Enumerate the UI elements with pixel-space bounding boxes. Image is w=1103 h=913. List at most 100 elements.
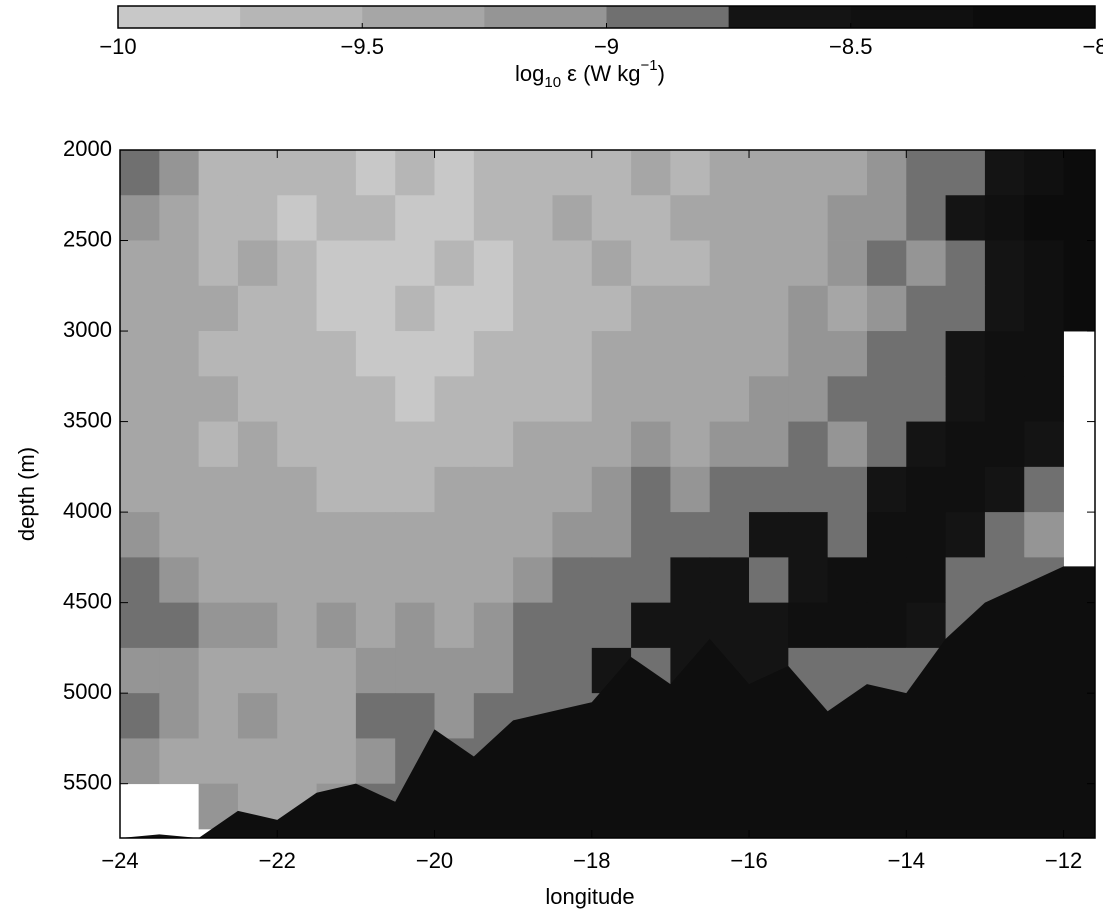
cell: [513, 376, 553, 422]
cell: [277, 376, 317, 422]
cell: [198, 738, 239, 785]
cell: [120, 738, 160, 785]
cell: [316, 693, 357, 739]
cell: [709, 602, 750, 649]
cell: [631, 466, 671, 513]
cell: [434, 512, 475, 558]
cell: [591, 421, 632, 468]
cell: [591, 557, 632, 604]
cell: [237, 195, 278, 241]
cell: [120, 512, 160, 558]
cell: [473, 557, 514, 604]
cell: [120, 285, 160, 332]
cell: [473, 331, 514, 377]
cell: [237, 285, 278, 332]
cell: [749, 512, 789, 558]
cell: [434, 602, 475, 649]
cell: [316, 557, 357, 604]
colorbar-swatch: [606, 6, 730, 28]
cell: [866, 150, 907, 196]
cell: [670, 285, 711, 332]
cell: [277, 195, 317, 241]
cell: [395, 150, 435, 196]
cell: [670, 557, 711, 604]
cell: [552, 376, 593, 422]
cell: [827, 376, 868, 422]
cell: [159, 195, 200, 241]
cell: [591, 512, 632, 558]
cell: [198, 693, 239, 739]
cell: [1024, 331, 1064, 377]
cell: [277, 285, 317, 332]
cell: [866, 466, 907, 513]
cell: [866, 240, 907, 287]
cell: [749, 466, 789, 513]
cell: [945, 285, 986, 332]
cell: [316, 647, 357, 694]
cell: [316, 602, 357, 649]
y-axis-label: depth (m): [14, 447, 39, 541]
cell: [237, 240, 278, 287]
cell: [120, 602, 160, 649]
cell: [395, 466, 435, 513]
cell: [1024, 195, 1064, 241]
cell: [198, 647, 239, 694]
cell: [355, 512, 396, 558]
y-tick-label: 2500: [63, 226, 112, 251]
cell: [277, 693, 317, 739]
cell: [670, 331, 711, 377]
cell: [277, 466, 317, 513]
cell: [1063, 150, 1095, 196]
colorbar-tick-label: −9: [594, 34, 619, 59]
cell: [237, 376, 278, 422]
plot-frame: [119, 149, 1096, 839]
cell: [159, 738, 200, 785]
cell: [984, 421, 1025, 468]
cell: [788, 512, 829, 558]
cell: [591, 466, 632, 513]
y-tick-label: 4000: [63, 498, 112, 523]
cell: [237, 602, 278, 649]
cell: [159, 376, 200, 422]
cell: [788, 466, 829, 513]
cell: [906, 512, 947, 558]
cell: [709, 466, 750, 513]
cell: [945, 376, 986, 422]
cell: [198, 557, 239, 604]
cell: [395, 512, 435, 558]
cell: [120, 466, 160, 513]
cell: [906, 331, 947, 377]
cell: [316, 195, 357, 241]
cell: [120, 150, 160, 196]
cell: [198, 240, 239, 287]
cell: [749, 602, 789, 649]
cell: [434, 195, 475, 241]
colorbar-swatch: [240, 6, 363, 28]
cell: [670, 240, 711, 287]
cell: [473, 421, 514, 468]
cell: [395, 331, 435, 377]
cell: [945, 150, 986, 196]
y-tick-label: 2000: [63, 136, 112, 161]
cell: [513, 331, 553, 377]
cell: [473, 647, 514, 694]
cell: [827, 150, 868, 196]
cell: [159, 240, 200, 287]
cell: [198, 421, 239, 468]
cell: [434, 466, 475, 513]
cell: [670, 150, 711, 196]
cell: [277, 602, 317, 649]
cell: [277, 331, 317, 377]
cell: [277, 647, 317, 694]
cell: [513, 150, 553, 196]
cell: [788, 150, 829, 196]
cell: [159, 421, 200, 468]
cell: [237, 738, 278, 785]
cell: [709, 150, 750, 196]
cell: [159, 466, 200, 513]
x-tick-label: −12: [1045, 848, 1082, 873]
cell: [984, 240, 1025, 287]
cell: [1024, 512, 1064, 558]
cell: [631, 285, 671, 332]
